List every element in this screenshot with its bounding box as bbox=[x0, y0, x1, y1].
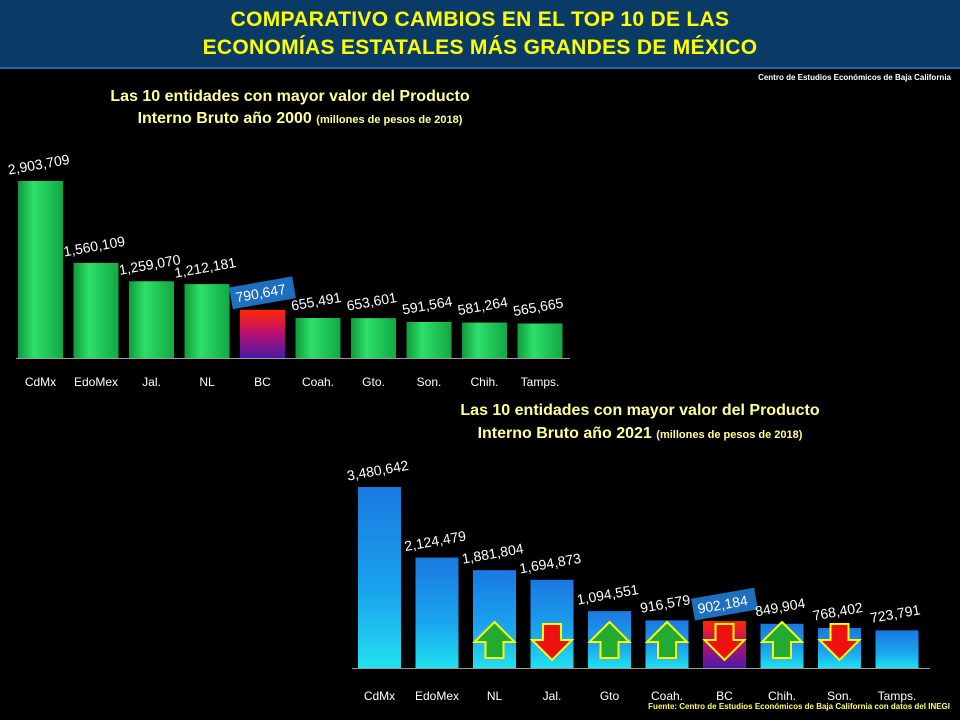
chart-2021-arrow-down-icon bbox=[817, 623, 862, 662]
chart-2000-bar bbox=[240, 309, 285, 358]
chart-2021: 3,480,642 CdMx 2,124,479 EdoMex 1,881,804 NL 1… bbox=[346, 457, 930, 703]
title-banner bbox=[0, 0, 960, 69]
chart-2021-category-label: CdMx bbox=[364, 689, 395, 703]
chart-2000-value-label: 653,601 bbox=[345, 289, 398, 314]
chart-2000-bar bbox=[129, 281, 174, 358]
chart-2000-category-label: CdMx bbox=[25, 375, 56, 389]
chart-2000-category-label: EdoMex bbox=[74, 375, 118, 389]
chart-2021-title-line-1: Las 10 entidades con mayor valor del Pro… bbox=[460, 402, 820, 419]
chart-2000-highlight-label-box bbox=[229, 276, 296, 310]
chart-2000-value-label: 591,564 bbox=[401, 293, 454, 318]
chart-2000-value-label: 565,665 bbox=[512, 294, 565, 319]
chart-2021-highlight-label-box bbox=[691, 587, 758, 621]
chart-2000-title-year: Interno Bruto año 2000 bbox=[137, 110, 312, 127]
chart-2000-bar bbox=[73, 262, 119, 358]
chart-2021-title-line-2: Interno Bruto año 2021 (millones de peso… bbox=[400, 425, 880, 443]
chart-2000-bar bbox=[517, 323, 563, 358]
chart-2021-bar bbox=[358, 487, 401, 668]
chart-2000-category-label: Coah. bbox=[302, 375, 334, 389]
source-note: Fuente: Centro de Estudios Económicos de… bbox=[648, 702, 950, 711]
chart-2000-category-label: Gto. bbox=[362, 375, 385, 389]
chart-2021-value-label: 1,094,551 bbox=[576, 581, 640, 608]
chart-2021-arrow-up-icon bbox=[472, 620, 517, 659]
chart-2021-arrow-down-icon bbox=[702, 623, 747, 662]
chart-2021-category-label: Tamps. bbox=[878, 689, 917, 703]
chart-2021-subtitle: (millones de pesos de 2018) bbox=[656, 429, 803, 441]
chart-2021-value-label: 2,124,479 bbox=[403, 527, 467, 554]
chart-2000-title-line-1: Las 10 entidades con mayor valor del Pro… bbox=[110, 88, 470, 105]
chart-2021-bar bbox=[415, 557, 459, 668]
main-title-line-2: ECONOMÍAS ESTATALES MÁS GRANDES DE MÉXIC… bbox=[202, 36, 758, 59]
chart-2000-value-label: 1,560,109 bbox=[62, 233, 126, 260]
chart-2021-category-label: Gto bbox=[600, 689, 620, 703]
chart-2000-value-label: 1,212,181 bbox=[173, 254, 237, 281]
chart-2000-value-label: 581,264 bbox=[456, 294, 509, 319]
chart-2021-value-label: 768,402 bbox=[811, 599, 864, 624]
chart-2000-category-label: Son. bbox=[417, 375, 442, 389]
chart-2021-category-label: Son. bbox=[827, 689, 852, 703]
chart-2021-arrow-up-icon bbox=[587, 620, 632, 659]
chart-2000: 2,903,709CdMx1,560,109EdoMex1,259,070Jal… bbox=[7, 151, 570, 389]
main-title-line-1: COMPARATIVO CAMBIOS EN EL TOP 10 DE LAS bbox=[230, 8, 730, 31]
chart-2000-bar bbox=[295, 318, 341, 358]
chart-2000-bar bbox=[462, 322, 507, 358]
chart-2000-value-label: 2,903,709 bbox=[7, 151, 71, 178]
chart-2021-value-label: 3,480,642 bbox=[346, 457, 410, 484]
credit-text: Centro de Estudios Económicos de Baja Ca… bbox=[758, 73, 951, 82]
chart-2021-value-label: 849,904 bbox=[754, 595, 807, 620]
chart-2000-subtitle: (millones de pesos de 2018) bbox=[316, 114, 463, 126]
chart-2000-value-label: 655,491 bbox=[290, 289, 343, 314]
chart-2000-bar bbox=[18, 181, 63, 358]
chart-2021-category-label: Coah. bbox=[651, 689, 683, 703]
chart-2021-category-label: Chih. bbox=[768, 689, 796, 703]
chart-2000-bar bbox=[184, 284, 230, 358]
chart-2021-category-label: Jal. bbox=[543, 689, 562, 703]
chart-2021-bar bbox=[875, 630, 919, 668]
chart-2021-value-label: 723,791 bbox=[869, 601, 922, 626]
chart-2000-category-label: Jal. bbox=[142, 375, 161, 389]
chart-2021-arrow-up-icon bbox=[644, 620, 690, 659]
chart-2021-value-label: 1,694,873 bbox=[518, 550, 582, 577]
chart-2000-bar bbox=[351, 318, 396, 358]
chart-2021-category-label: EdoMex bbox=[415, 689, 459, 703]
chart-2021-value-label: 1,881,804 bbox=[461, 540, 525, 567]
chart-2021-arrow-up-icon bbox=[759, 620, 805, 659]
chart-2021-category-label: BC bbox=[716, 689, 733, 703]
chart-2021-value-label: 916,579 bbox=[639, 591, 692, 616]
chart-2021-arrow-down-icon bbox=[529, 623, 575, 662]
chart-2000-category-label: Chih. bbox=[470, 375, 498, 389]
chart-2000-category-label: BC bbox=[254, 375, 271, 389]
chart-2000-title-line-2: Interno Bruto año 2000 (millones de peso… bbox=[60, 110, 540, 128]
chart-2021-category-label: NL bbox=[487, 689, 503, 703]
chart-2000-category-label: Tamps. bbox=[521, 375, 560, 389]
chart-2000-category-label: NL bbox=[199, 375, 215, 389]
chart-2000-bar bbox=[406, 321, 452, 358]
chart-2021-title-year: Interno Bruto año 2021 bbox=[477, 425, 652, 442]
